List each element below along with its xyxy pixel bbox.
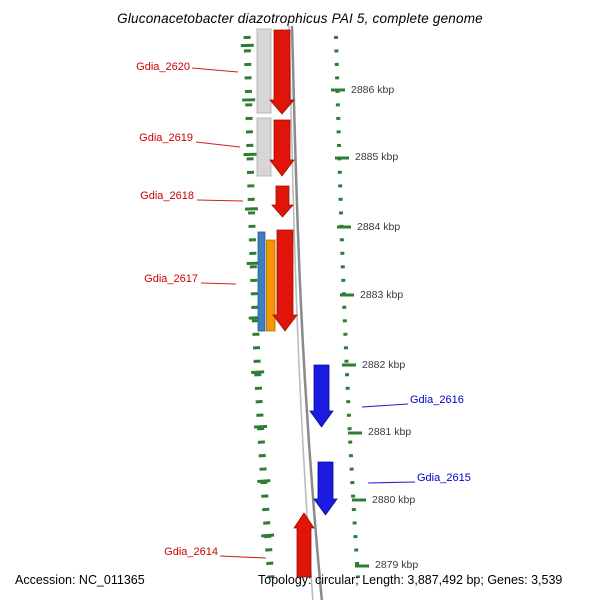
scale-label-2886: 2886 kbp bbox=[351, 84, 395, 96]
scale-ticks bbox=[240, 35, 369, 579]
gene-glyph-gray-1[interactable] bbox=[256, 28, 272, 114]
gene-label-gdia-2616[interactable]: Gdia_2616 bbox=[410, 394, 464, 406]
leader-gdia-2614 bbox=[219, 555, 267, 559]
gene-label-gdia-2620[interactable]: Gdia_2620 bbox=[136, 61, 190, 73]
leader-gdia-2615 bbox=[367, 481, 416, 484]
gene-glyphs bbox=[257, 29, 338, 578]
scale-label-2883: 2883 kbp bbox=[360, 289, 404, 301]
gene-label-gdia-2614[interactable]: Gdia_2614 bbox=[164, 546, 218, 558]
gene-label-gdia-2617[interactable]: Gdia_2617 bbox=[144, 273, 198, 285]
gene-glyph-gdia-2619[interactable] bbox=[269, 119, 295, 177]
scale-label-2879: 2879 kbp bbox=[375, 559, 419, 571]
leader-gdia-2619 bbox=[195, 141, 241, 148]
leader-gdia-2620 bbox=[191, 67, 239, 73]
scale-label-2881: 2881 kbp bbox=[368, 426, 412, 438]
leader-lines bbox=[191, 67, 416, 559]
scale-label-2880: 2880 kbp bbox=[372, 494, 416, 506]
gene-glyph-gdia-2618[interactable] bbox=[271, 185, 294, 218]
minor-ticks-right bbox=[334, 35, 360, 579]
gene-glyph-steel-blue-bar[interactable] bbox=[257, 231, 266, 332]
major-ticks-right bbox=[331, 88, 369, 568]
gene-label-gdia-2618[interactable]: Gdia_2618 bbox=[140, 190, 194, 202]
leader-gdia-2617 bbox=[200, 282, 237, 285]
genome-backbone bbox=[288, 25, 324, 600]
gene-glyph-gray-2[interactable] bbox=[256, 117, 272, 177]
accession-text: Accession: NC_011365 bbox=[15, 573, 145, 587]
gene-glyph-gdia-2617[interactable] bbox=[272, 229, 298, 332]
scale-label-2882: 2882 kbp bbox=[362, 359, 406, 371]
backbone-line-light bbox=[288, 25, 314, 600]
scale-label-2885: 2885 kbp bbox=[355, 151, 399, 163]
gray-gene-bars[interactable] bbox=[256, 28, 272, 177]
minor-ticks-left bbox=[243, 35, 275, 579]
gene-label-gdia-2615[interactable]: Gdia_2615 bbox=[417, 472, 471, 484]
genome-title: Gluconacetobacter diazotrophicus PAI 5, … bbox=[117, 11, 483, 26]
gene-glyph-gdia-2620[interactable] bbox=[269, 29, 295, 115]
leader-gdia-2616 bbox=[361, 403, 409, 408]
gene-glyph-gdia-2614[interactable] bbox=[293, 512, 315, 578]
gene-glyph-gdia-2616[interactable] bbox=[309, 364, 334, 428]
leader-gdia-2618 bbox=[196, 199, 244, 202]
gene-glyph-orange-bar[interactable] bbox=[266, 239, 276, 332]
backbone-line-main bbox=[290, 25, 324, 600]
gene-label-gdia-2619[interactable]: Gdia_2619 bbox=[139, 132, 193, 144]
scale-label-2884: 2884 kbp bbox=[357, 221, 401, 233]
gene-glyph-gdia-2615[interactable] bbox=[313, 461, 338, 516]
topology-text: Topology: circular; Length: 3,887,492 bp… bbox=[258, 573, 563, 587]
